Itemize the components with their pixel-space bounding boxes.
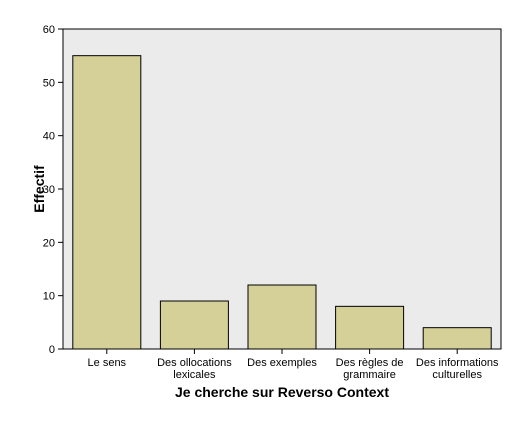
bar [335,305,405,350]
x-tick-label: Des exemples [247,357,317,369]
x-tick-label: Des règles de [336,357,404,369]
x-tick-label: grammaire [343,369,396,381]
x-axis-title: Je cherche sur Reverso Context [175,384,389,400]
y-tick-label: 20 [43,237,55,249]
x-tick-label: lexicales [173,369,216,381]
x-tick-label: Des ollocations [157,357,232,369]
x-tick-label: Des informations [416,357,499,369]
y-tick-label: 0 [49,344,55,356]
x-tick-label: Le sens [88,357,127,369]
y-tick-label: 50 [43,77,55,89]
bar [72,55,142,350]
y-tick-label: 60 [43,24,55,36]
y-tick-label: 10 [43,291,55,303]
bars [72,55,492,350]
bar [247,284,317,350]
y-axis-ticks: 0 10 20 30 40 50 60 [43,24,63,356]
y-axis-title: Effectif [31,165,47,213]
y-tick-label: 30 [43,184,55,196]
bar [159,300,229,350]
y-tick-label: 40 [43,131,55,143]
x-tick-label: culturelles [432,369,482,381]
bar [422,327,492,350]
